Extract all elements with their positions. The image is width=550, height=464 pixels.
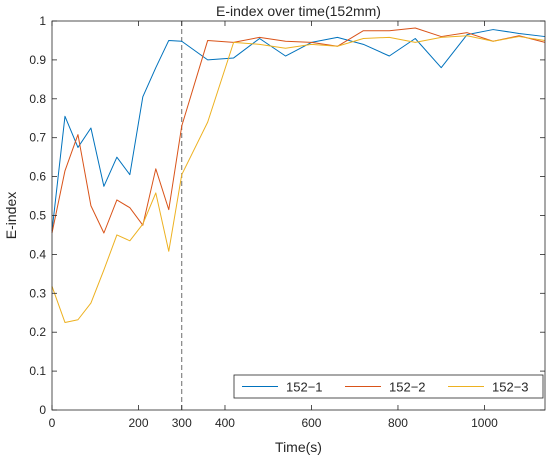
legend-label-3: 152−3 xyxy=(492,380,529,395)
y-tick-label: 0.4 xyxy=(29,247,46,261)
y-tick-label: 0.9 xyxy=(29,53,46,67)
x-tick-label: 200 xyxy=(128,416,148,430)
x-tick-label: 400 xyxy=(215,416,235,430)
x-tick-label: 600 xyxy=(301,416,321,430)
y-tick-label: 0.8 xyxy=(29,92,46,106)
y-tick-label: 0 xyxy=(39,403,46,417)
chart-axes: 0 200 300 400 600 800 1000 0 0.1 0.2 0.3 0.4 0.5 0.6 0… xyxy=(29,14,546,430)
legend: 152−1 152−2 152−3 xyxy=(233,374,544,399)
series-line-1 xyxy=(51,29,546,232)
chart-marks xyxy=(51,21,546,410)
y-axis-title: E-index xyxy=(3,192,19,239)
legend-box xyxy=(233,374,544,399)
x-tick-label: 1000 xyxy=(471,416,498,430)
chart-title: E-index over time(152mm) xyxy=(216,3,381,19)
x-tick-label: 0 xyxy=(49,416,56,430)
series-line-3 xyxy=(51,35,546,323)
y-tick-label: 0.7 xyxy=(29,131,46,145)
y-tick-label: 0.5 xyxy=(29,209,46,223)
legend-label-1: 152−1 xyxy=(286,380,323,395)
y-tick-label: 0.2 xyxy=(29,325,46,339)
plot-background xyxy=(52,21,545,410)
y-tick-label: 0.3 xyxy=(29,286,46,300)
x-axis-title: Time(s) xyxy=(275,439,322,455)
y-tick-label: 1 xyxy=(39,14,46,28)
y-tick-label: 0.1 xyxy=(29,364,46,378)
y-tick-label: 0.6 xyxy=(29,170,46,184)
x-tick-label: 800 xyxy=(388,416,408,430)
legend-label-2: 152−2 xyxy=(389,380,426,395)
x-tick-label: 300 xyxy=(172,416,192,430)
